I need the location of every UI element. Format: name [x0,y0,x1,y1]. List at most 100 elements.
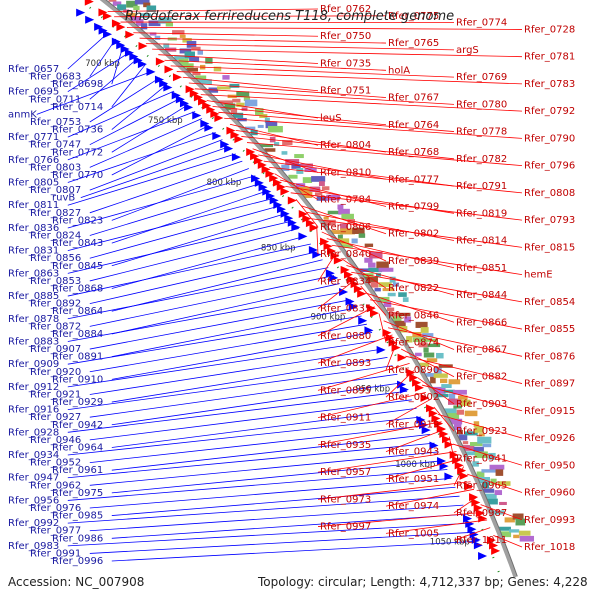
label-callout-left [111,64,146,108]
label-callout-left [89,160,243,214]
feature-block [337,234,343,239]
gene-label-right: Rfer_0923 [456,426,507,437]
label-callout-left [89,531,475,554]
feature-block [453,389,467,395]
gene-label-right: Rfer_0751 [320,86,371,97]
label-callout-left [89,77,161,123]
label-callout-right [311,218,523,248]
label-callout-right [317,251,338,282]
feature-block [461,445,475,451]
gene-label-right: Rfer_0854 [524,297,575,308]
gene-label-left: Rfer_0872 [30,321,81,332]
label-callout-left [67,522,472,547]
feature-block [425,373,435,377]
feature-block [267,125,283,133]
forward-gene-arrow [116,23,126,32]
forward-gene-arrow [388,338,398,347]
feature-block [414,352,422,357]
label-callout-right [385,519,488,534]
forward-gene-arrow [412,378,422,387]
forward-gene-arrow [454,461,464,470]
gene-label-right: Rfer_0911 [320,413,371,424]
label-callout-left [67,390,408,433]
label-callout-left [89,205,281,259]
forward-gene-arrow [350,280,360,289]
feature-block [134,0,150,5]
feature-block [205,57,213,64]
feature-block [229,83,240,88]
feature-block [430,376,436,384]
label-callout-right [453,527,491,541]
feature-block [518,530,531,536]
reverse-gene-arrow [291,223,301,232]
feature-block [125,12,136,17]
label-callout-right [326,238,455,269]
feature-block [329,230,344,235]
label-callout-left [111,357,388,403]
feature-block [443,389,455,393]
label-callout-right [258,154,387,180]
feature-block [112,1,122,6]
feature-block [420,327,429,333]
reverse-gene-arrow [184,103,194,112]
forward-gene-arrow [246,147,256,156]
label-callout-right [170,65,455,78]
feature-block [300,163,314,167]
reverse-gene-arrow [258,183,268,192]
gene-label-left: Rfer_0947 [8,473,59,484]
reverse-gene-arrow [364,326,374,335]
label-callout-right [206,100,319,119]
feature-block [449,393,456,400]
label-callout-right [218,111,455,132]
gene-label-left: Rfer_0805 [8,178,59,189]
forward-gene-arrow [444,440,454,449]
gene-label-right: Rfer_0997 [320,522,371,533]
gene-label-right: holA [388,65,410,76]
gene-label-left: Rfer_0836 [8,223,59,234]
forward-gene-arrow [189,89,199,98]
feature-block [456,409,464,415]
feature-block [178,58,189,65]
gene-label-left: Rfer_0929 [52,397,103,408]
label-callout-right [341,258,387,289]
forward-gene-arrow [369,309,379,318]
label-callout-right [452,443,523,466]
gene-label-right: Rfer_0790 [524,133,575,144]
feature-block [464,431,478,436]
label-callout-right [448,436,455,459]
label-callout-right [114,15,387,18]
feature-block [415,321,428,328]
feature-block [369,251,383,259]
gene-label-right: Rfer_0735 [320,58,371,69]
label-callout-left [67,32,109,70]
label-callout-right [269,166,523,194]
feature-block [174,55,185,60]
gene-label-right: leuS [320,113,342,124]
label-callout-left [67,469,448,501]
feature-block [398,326,408,333]
gene-label-left: Rfer_0698 [52,79,103,90]
gene-label-left: Rfer_0657 [8,64,59,75]
feature-block [179,34,186,38]
label-callout-left [111,513,468,539]
reverse-gene-arrow [163,83,173,92]
feature-block [418,342,428,348]
label-callout-left [67,365,393,411]
feature-block [392,316,402,323]
feature-block [316,196,329,201]
feature-block [250,129,258,136]
gene-label-left: Rfer_0910 [52,374,103,385]
forward-gene-arrow [357,289,367,298]
label-callout-right [224,117,523,139]
gene-label-left: anmK [8,109,37,120]
gene-label-left: Rfer_0952 [30,458,81,469]
feature-block [264,117,270,124]
feature-block [473,421,480,427]
feature-block [406,336,413,343]
forward-gene-arrow [414,383,424,392]
gene-label-right: Rfer_0950 [524,460,575,471]
forward-gene-arrow [449,450,459,459]
feature-block [495,469,504,476]
forward-gene-arrow [431,414,441,423]
